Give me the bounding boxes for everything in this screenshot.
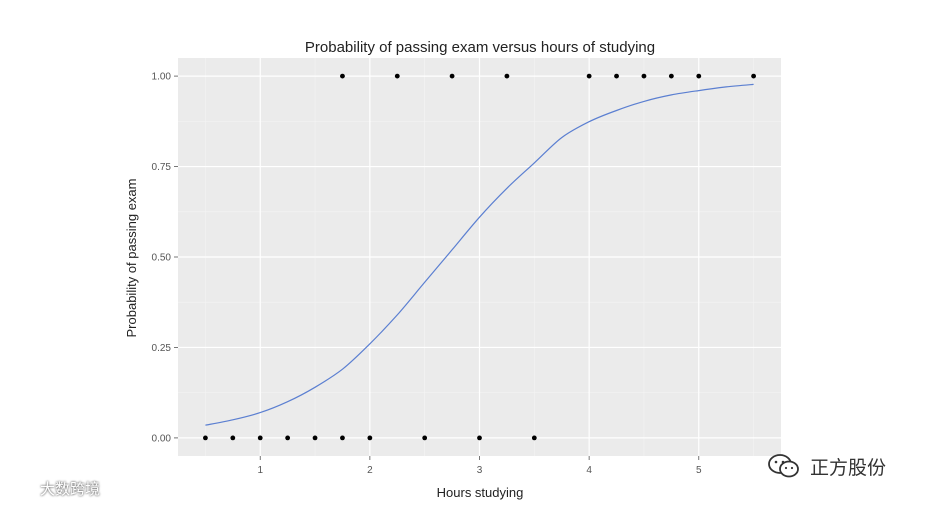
x-tick-label: 5 <box>696 465 702 476</box>
data-point <box>668 73 674 79</box>
watermark-left-text: 大数跨境 <box>40 481 101 498</box>
circle-logo-icon <box>9 480 35 497</box>
x-tick-label: 1 <box>257 465 263 476</box>
data-point <box>230 435 236 441</box>
watermark-right: 正方股份 <box>766 452 886 480</box>
x-axis-label: Hours studying <box>437 485 524 500</box>
data-point <box>340 73 345 79</box>
data-point <box>586 73 592 79</box>
grid <box>178 58 781 456</box>
data-point <box>696 73 702 79</box>
y-tick-label: 0.00 <box>152 433 172 444</box>
data-points <box>203 73 756 441</box>
data-point <box>751 73 756 79</box>
wechat-icon <box>768 454 799 478</box>
chart-title: Probability of passing exam versus hours… <box>305 39 655 56</box>
data-point <box>340 435 345 441</box>
x-tick-label: 2 <box>367 465 373 476</box>
y-tick-label: 1.00 <box>152 72 172 83</box>
data-point <box>257 435 263 441</box>
logistic-curve <box>205 83 754 426</box>
data-point <box>641 73 647 79</box>
data-point <box>504 73 510 79</box>
data-point <box>422 435 428 441</box>
data-point <box>477 435 482 441</box>
data-point <box>531 435 537 441</box>
y-axis-label: Probability of passing exam <box>124 179 139 338</box>
y-tick-label: 0.75 <box>152 162 172 173</box>
y-tick-label: 0.25 <box>152 343 172 354</box>
data-point <box>614 73 619 79</box>
watermark-right-text: 正方股份 <box>810 457 887 479</box>
y-tick-label: 0.50 <box>152 253 172 264</box>
x-tick-label: 4 <box>586 465 592 476</box>
data-point <box>312 435 318 441</box>
y-axis: 0.00 0.25 0.50 0.75 1.00 <box>152 72 178 444</box>
x-tick-label: 3 <box>477 465 483 476</box>
data-point <box>203 435 208 441</box>
data-point <box>394 73 400 79</box>
data-point <box>285 435 291 441</box>
watermark-left: 大数跨境 <box>8 478 100 499</box>
data-point <box>449 73 455 79</box>
x-axis: 1 2 3 4 5 <box>257 456 702 476</box>
data-point <box>367 435 373 441</box>
